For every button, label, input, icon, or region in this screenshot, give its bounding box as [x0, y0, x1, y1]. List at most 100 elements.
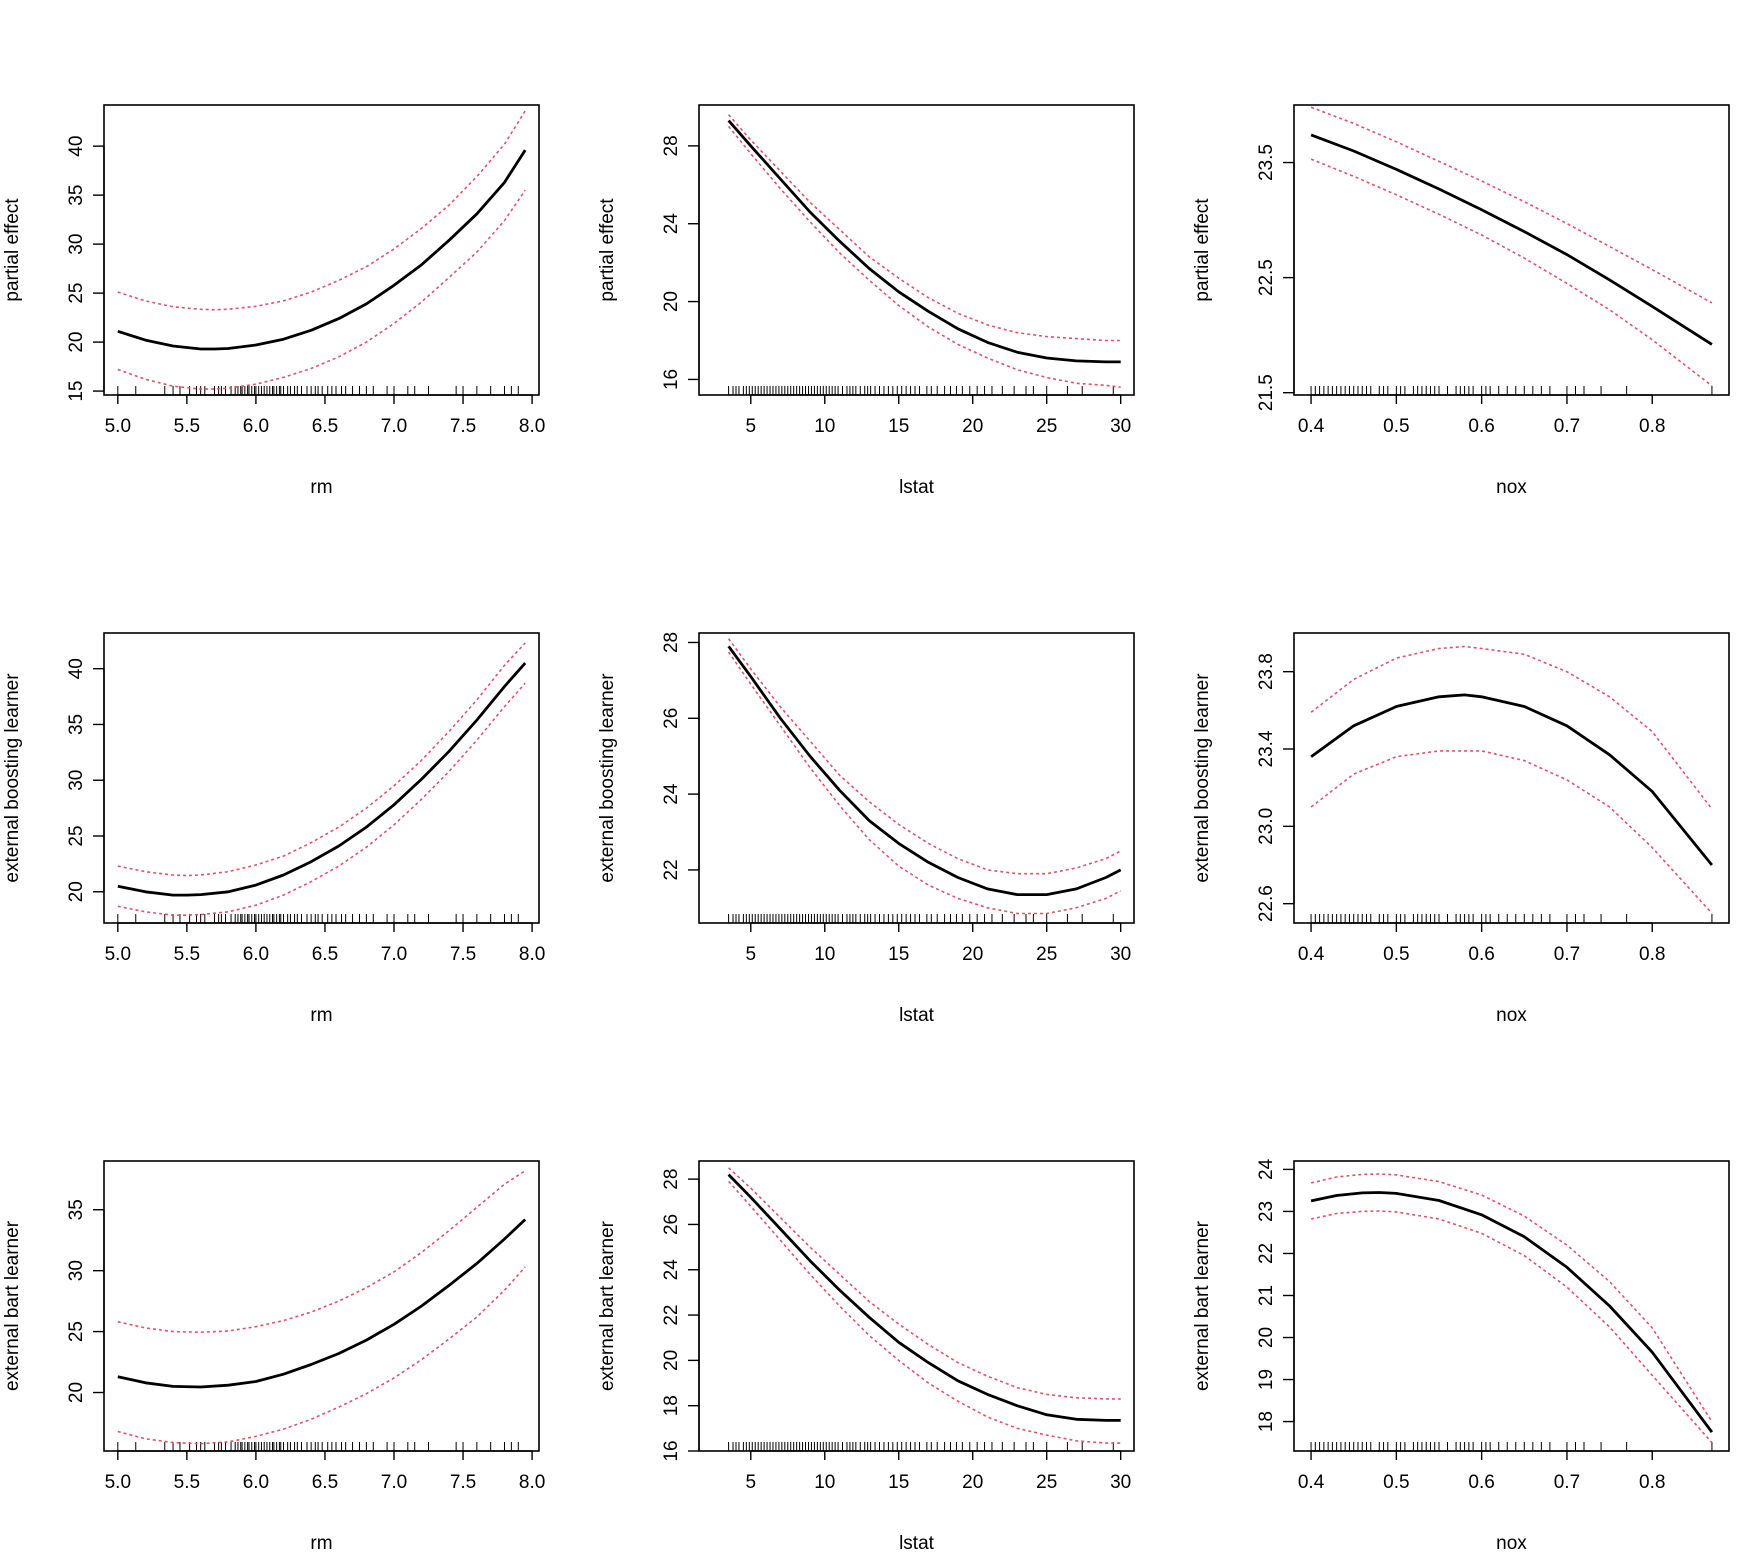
y-tick-label: 18: [1256, 1411, 1277, 1432]
x-tick-label: 7.0: [381, 1472, 407, 1493]
x-tick-label: 8.0: [519, 1472, 545, 1493]
x-tick-label: 15: [888, 1472, 909, 1493]
y-tick-label: 23.0: [1256, 808, 1277, 845]
x-tick-label: 0.4: [1298, 1472, 1325, 1493]
y-tick-label: 20: [66, 332, 87, 353]
y-tick-label: 23.5: [1256, 144, 1277, 181]
y-tick-label: 22.5: [1256, 259, 1277, 296]
x-tick-label: 8.0: [519, 944, 545, 965]
y-tick-label: 20: [661, 291, 682, 312]
upper-band-line: [727, 114, 1121, 342]
y-tick-label: 28: [661, 135, 682, 156]
x-tick-label: 0.8: [1639, 1472, 1665, 1493]
x-tick-label: 0.7: [1554, 944, 1580, 965]
x-tick-label: 0.5: [1383, 416, 1409, 437]
upper-band-line: [117, 642, 526, 877]
y-tick-label: 21: [1256, 1285, 1277, 1306]
y-tick-label: 28: [661, 1169, 682, 1190]
y-tick-label: 22: [1256, 1243, 1277, 1264]
x-tick-label: 6.0: [243, 1472, 269, 1493]
x-tick-label: 5.0: [105, 416, 131, 437]
x-tick-label: 6.0: [243, 944, 269, 965]
x-axis-label: rm: [310, 1533, 332, 1554]
x-axis-label: nox: [1496, 477, 1527, 498]
lower-band-line: [727, 651, 1122, 915]
fit-line: [727, 645, 1122, 896]
x-tick-label: 5.0: [105, 1472, 131, 1493]
x-tick-label: 7.0: [381, 944, 407, 965]
panel-nox-0: 0.4 0.5 0.6 0.7 0.8 21.5 22.5 23.5 nox partial ef…: [1192, 104, 1730, 498]
x-tick-label: 10: [814, 944, 835, 965]
x-tick-label: 5.0: [105, 944, 131, 965]
plot-frame: [698, 1160, 1135, 1452]
lower-band-line: [1310, 158, 1713, 387]
fit-line: [117, 662, 527, 897]
x-tick-label: 25: [1036, 1472, 1057, 1493]
panel-lstat-2: 5 10 15 20 25 30 16 18 20 22 24 26 28 lstat external b…: [597, 1160, 1135, 1554]
y-tick-label: 20: [1256, 1327, 1277, 1348]
lower-band-line: [117, 189, 526, 390]
y-tick-label: 16: [661, 1440, 682, 1461]
y-tick-label: 16: [661, 369, 682, 390]
y-tick-label: 30: [66, 1260, 87, 1281]
panel-lstat-0: 5 10 15 20 25 30 16 20 24 28 lstat partial effect: [597, 104, 1135, 498]
x-tick-label: 7.5: [450, 416, 476, 437]
x-tick-label: 0.6: [1468, 944, 1494, 965]
x-tick-label: 6.0: [243, 416, 269, 437]
y-tick-label: 21.5: [1256, 374, 1277, 411]
fit-line: [727, 1173, 1121, 1422]
upper-band-line: [1310, 106, 1713, 304]
x-tick-label: 0.5: [1383, 1472, 1409, 1493]
y-tick-label: 24: [661, 783, 682, 805]
x-axis-label: nox: [1496, 1533, 1527, 1554]
x-tick-label: 0.7: [1554, 1472, 1580, 1493]
y-tick-label: 28: [661, 632, 682, 653]
y-tick-label: 18: [661, 1395, 682, 1416]
x-tick-label: 25: [1036, 944, 1057, 965]
x-tick-label: 0.4: [1298, 944, 1325, 965]
x-tick-label: 6.5: [312, 1472, 338, 1493]
plot-frame: [103, 104, 540, 396]
x-tick-label: 5.5: [174, 944, 200, 965]
fit-line: [117, 149, 527, 351]
plot-frame: [103, 632, 540, 924]
x-tick-label: 30: [1110, 416, 1131, 437]
x-tick-label: 0.8: [1639, 944, 1665, 965]
y-tick-label: 35: [66, 714, 87, 735]
fit-line: [1310, 693, 1713, 866]
x-tick-label: 5: [745, 1472, 756, 1493]
fit-line: [1310, 1191, 1714, 1433]
y-axis-label: partial effect: [597, 198, 618, 302]
y-tick-label: 25: [66, 283, 87, 304]
lower-band-line: [117, 682, 526, 916]
y-tick-label: 26: [661, 708, 682, 729]
y-tick-label: 23.4: [1256, 730, 1277, 767]
y-tick-label: 23: [1256, 1201, 1277, 1222]
lower-band-line: [117, 1266, 526, 1445]
x-tick-label: 20: [962, 944, 983, 965]
x-tick-label: 20: [962, 1472, 983, 1493]
x-tick-label: 8.0: [519, 416, 545, 437]
y-tick-label: 35: [66, 185, 87, 206]
plot-frame: [698, 632, 1135, 924]
x-tick-label: 6.5: [312, 416, 338, 437]
y-axis-label: external boosting learner: [597, 673, 618, 883]
x-tick-label: 15: [888, 944, 909, 965]
y-tick-label: 22.6: [1256, 885, 1277, 922]
plot-frame: [698, 104, 1135, 396]
panel-nox-2: 0.4 0.5 0.6 0.7 0.8 18 19 20 21 22 23 24 nox external…: [1192, 1158, 1730, 1554]
upper-band-line: [727, 638, 1122, 875]
x-tick-label: 5.5: [174, 1472, 200, 1493]
y-tick-label: 22: [661, 1304, 682, 1325]
x-axis-label: rm: [310, 1005, 332, 1026]
x-tick-label: 0.8: [1639, 416, 1665, 437]
x-tick-label: 30: [1110, 1472, 1131, 1493]
y-tick-label: 25: [66, 1321, 87, 1342]
upper-band-line: [117, 110, 526, 311]
x-tick-label: 15: [888, 416, 909, 437]
y-tick-label: 24: [661, 213, 682, 235]
x-tick-label: 10: [814, 416, 835, 437]
lower-band-line: [727, 125, 1121, 388]
y-tick-label: 15: [66, 381, 87, 402]
